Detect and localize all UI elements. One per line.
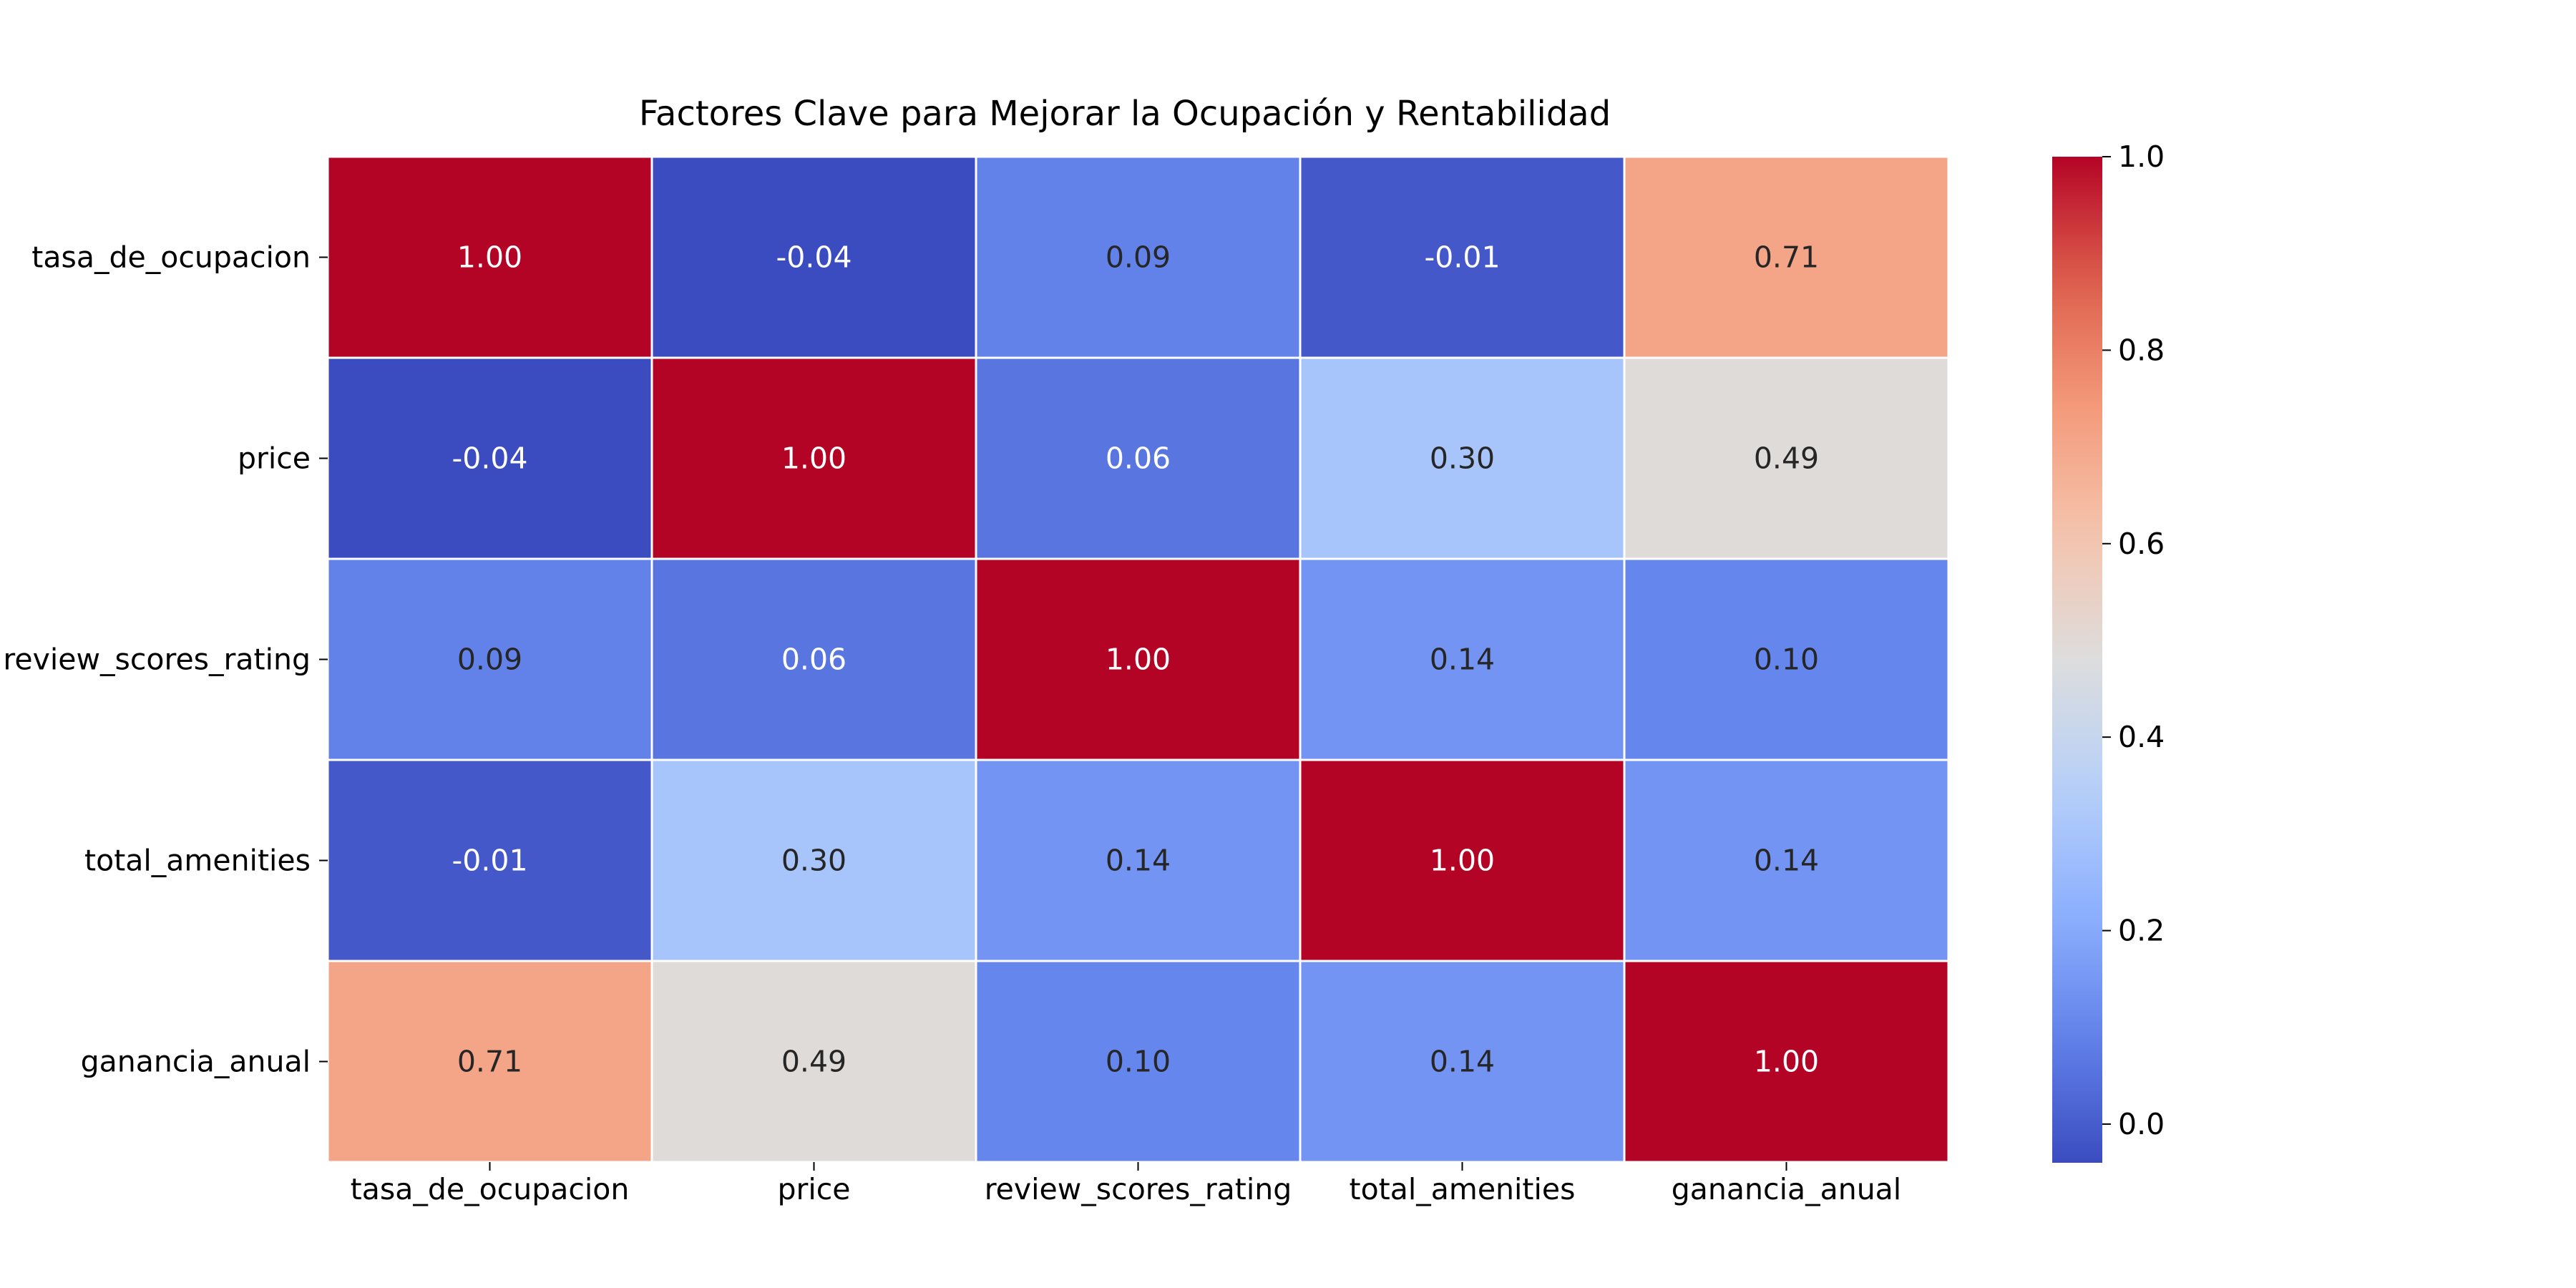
heatmap-cell <box>1623 960 1950 1163</box>
cell-value-label: -0.04 <box>452 441 527 476</box>
heatmap-cell <box>1623 758 1950 962</box>
colorbar-tick-label: 1.0 <box>2118 140 2165 174</box>
row-tick-label: ganancia_anual <box>81 1045 311 1079</box>
heatmap-cell <box>326 960 653 1163</box>
column-tick-label: tasa_de_ocupacion <box>351 1172 630 1206</box>
heatmap-cell <box>975 960 1302 1163</box>
row-tick-label: total_amenities <box>84 844 311 878</box>
row-tick-label: review_scores_rating <box>3 643 311 677</box>
heatmap-cell <box>650 557 977 761</box>
column-tick-label: ganancia_anual <box>1672 1172 1901 1206</box>
chart-title: Factores Clave para Mejorar la Ocupación… <box>639 94 1611 134</box>
cell-value-label: 1.00 <box>1754 1045 1819 1079</box>
heatmap-cell <box>1623 155 1950 359</box>
row-tick-label: tasa_de_ocupacion <box>31 240 311 275</box>
colorbar-tick-label: 0.4 <box>2118 720 2165 754</box>
heatmap-cell <box>326 155 653 359</box>
heatmap-cell <box>326 356 653 560</box>
heatmap-cell <box>975 758 1302 962</box>
colorbar: 0.0 0.2 0.4 0.6 0.8 1.0 <box>2052 140 2165 1163</box>
heatmap-cell <box>1299 155 1626 359</box>
heatmap-cell <box>1623 557 1950 761</box>
cell-value-label: 0.30 <box>781 844 847 878</box>
colorbar-gradient <box>2052 157 2102 1163</box>
cell-value-label: 0.71 <box>457 1045 522 1079</box>
cell-value-label: 0.49 <box>781 1045 847 1079</box>
cell-value-label: 0.14 <box>1430 1045 1495 1079</box>
cell-value-label: 0.10 <box>1754 643 1819 677</box>
column-tick-labels: tasa_de_ocupacion price review_scores_rati… <box>351 1162 1901 1206</box>
colorbar-tick-label: 0.0 <box>2118 1107 2165 1141</box>
cell-value-label: 0.09 <box>1106 240 1171 275</box>
heatmap-cell <box>1299 557 1626 761</box>
cell-value-label: 1.00 <box>457 240 522 275</box>
heatmap-cell <box>1623 356 1950 560</box>
heatmap-cell <box>975 356 1302 560</box>
cell-value-label: 1.00 <box>1430 844 1495 878</box>
cell-value-label: 0.14 <box>1430 643 1495 677</box>
cell-value-label: 0.09 <box>457 643 522 677</box>
cell-value-label: 0.06 <box>781 643 847 677</box>
heatmap-cell <box>650 960 977 1163</box>
colorbar-tick-label: 0.2 <box>2118 914 2165 948</box>
column-tick-label: total_amenities <box>1350 1172 1576 1206</box>
cell-value-label: 0.10 <box>1106 1045 1171 1079</box>
row-tick-label: price <box>238 441 311 476</box>
heatmap-cell <box>975 557 1302 761</box>
colorbar-tick-label: 0.8 <box>2118 333 2165 367</box>
cell-value-label: 1.00 <box>1106 643 1171 677</box>
cell-value-label: 1.00 <box>781 441 847 476</box>
heatmap-cell <box>1299 758 1626 962</box>
cell-value-label: -0.01 <box>1424 240 1500 275</box>
cell-value-label: 0.30 <box>1430 441 1495 476</box>
heatmap-cell <box>975 155 1302 359</box>
column-tick-label: price <box>777 1172 850 1206</box>
cell-value-label: -0.04 <box>776 240 852 275</box>
heatmap-cells: 1.00 -0.04 0.09 -0.01 0.71 -0.04 1.00 0.06 0.30 0… <box>326 155 1950 1163</box>
cell-value-label: -0.01 <box>452 844 527 878</box>
cell-value-label: 0.14 <box>1754 844 1819 878</box>
heatmap-cell <box>650 758 977 962</box>
cell-value-label: 0.14 <box>1106 844 1171 878</box>
colorbar-tick-label: 0.6 <box>2118 527 2165 561</box>
column-tick-label: review_scores_rating <box>985 1172 1292 1206</box>
cell-value-label: 0.06 <box>1106 441 1171 476</box>
cell-value-label: 0.71 <box>1754 240 1819 275</box>
heatmap-cell <box>650 155 977 359</box>
cell-value-label: 0.49 <box>1754 441 1819 476</box>
